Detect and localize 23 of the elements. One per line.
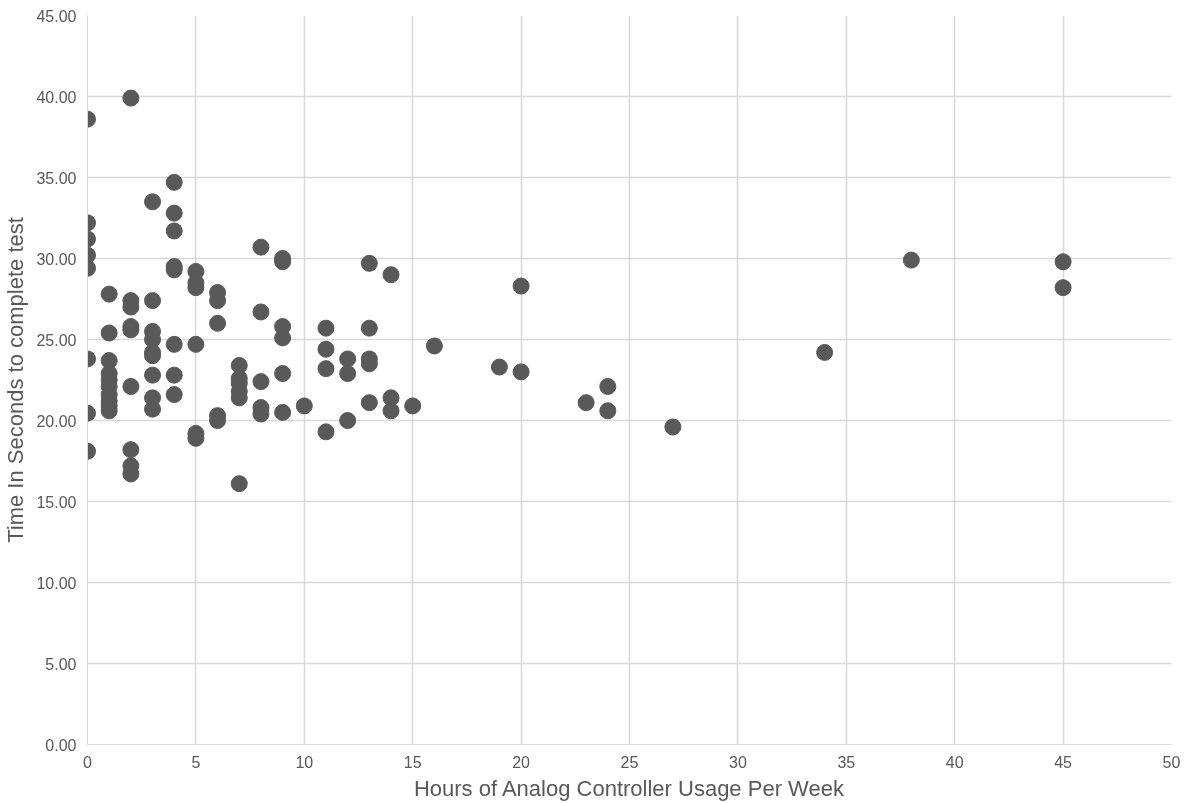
x-tick-label: 30 (729, 753, 747, 771)
y-tick-label: 25.00 (36, 331, 77, 349)
y-axis-title: Time In Seconds to complete test (3, 217, 29, 543)
y-tick-label: 35.00 (36, 169, 77, 187)
x-tick-label: 5 (191, 753, 201, 771)
x-tick-label: 15 (403, 753, 422, 771)
y-tick-label: 10.00 (36, 574, 77, 592)
x-tick-label: 45 (1054, 753, 1073, 771)
x-tick-label: 50 (1162, 753, 1181, 771)
x-tick-label: 20 (512, 753, 531, 771)
x-tick-label: 35 (837, 753, 856, 771)
y-tick-label: 0.00 (45, 736, 77, 754)
y-tick-label: 5.00 (45, 655, 77, 673)
y-tick-label: 30.00 (36, 250, 77, 268)
y-tick-label: 45.00 (36, 7, 77, 25)
x-tick-label: 25 (620, 753, 639, 771)
x-tick-label: 40 (945, 753, 964, 771)
y-tick-label: 15.00 (36, 493, 77, 511)
x-axis-title: Hours of Analog Controller Usage Per Week (413, 775, 845, 801)
x-tick-label: 10 (295, 753, 314, 771)
y-tick-label: 40.00 (36, 88, 77, 106)
y-tick-label: 20.00 (36, 412, 77, 430)
x-tick-label: 0 (83, 753, 93, 771)
